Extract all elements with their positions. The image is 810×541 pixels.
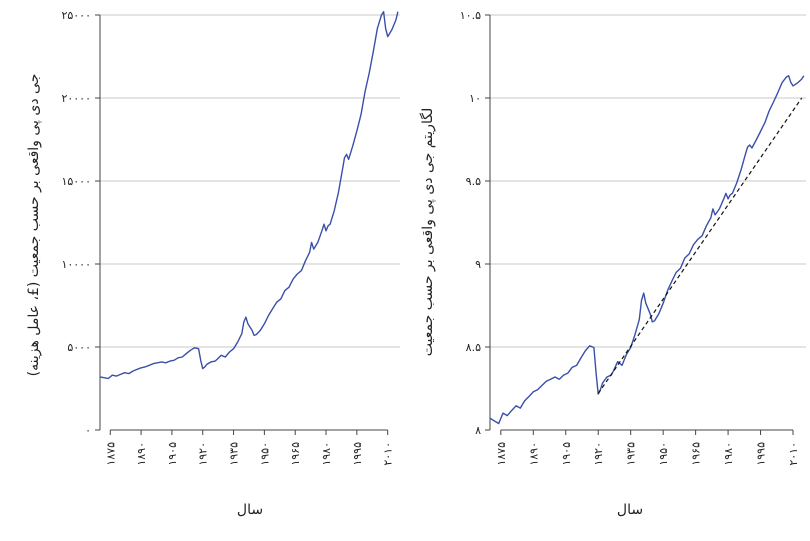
y-axis-title: لگاریتم جی دی پی واقعی بر حسب جمعیت bbox=[419, 108, 436, 356]
x-tick-label: ۱۸۷۵ bbox=[495, 442, 508, 466]
y-tick-label: ۲۵۰۰۰ bbox=[61, 9, 91, 22]
y-tick-label: ۱۰ bbox=[469, 92, 481, 105]
y-tick-label: ۰ bbox=[85, 424, 91, 437]
x-tick-label: ۱۹۳۵ bbox=[625, 442, 638, 466]
x-tick-label: ۱۹۸۰ bbox=[722, 442, 735, 466]
series-line bbox=[489, 75, 805, 425]
y-tick-label: ۹.۵ bbox=[466, 175, 481, 188]
y-tick-label: ۹ bbox=[475, 258, 481, 271]
x-tick-label: ۱۹۲۰ bbox=[592, 442, 605, 466]
y-tick-label: ۱۵۰۰۰ bbox=[61, 175, 91, 188]
x-tick-label: ۱۸۹۰ bbox=[135, 442, 148, 466]
x-axis-title: سال bbox=[617, 502, 643, 518]
x-tick-label: ۲۰۱۰ bbox=[382, 442, 395, 466]
x-tick-label: ۱۹۹۵ bbox=[755, 442, 768, 466]
x-tick-label: ۱۹۵۰ bbox=[258, 442, 271, 466]
x-axis-title: سال bbox=[237, 502, 263, 518]
y-tick-label: ۲۰۰۰۰ bbox=[61, 92, 91, 105]
x-tick-label: ۱۹۵۰ bbox=[657, 442, 670, 466]
x-tick-label: ۱۹۳۵ bbox=[228, 442, 241, 466]
trend-line bbox=[597, 97, 803, 394]
y-tick-label: ۱۰۰۰۰ bbox=[61, 258, 91, 271]
y-tick-label: ۱۰.۵ bbox=[460, 9, 481, 22]
x-tick-label: ۱۸۷۵ bbox=[104, 442, 117, 466]
series-line bbox=[99, 10, 399, 380]
y-tick-label: ۸.۵ bbox=[466, 341, 481, 354]
x-tick-label: ۱۹۶۵ bbox=[690, 442, 703, 466]
x-tick-label: ۱۹۸۰ bbox=[320, 442, 333, 466]
panel-level-gdp: ۰ ۵۰۰۰ ۱۰۰۰۰ ۱۵۰۰۰ ۲۰۰۰۰ ۲۵۰۰۰ ۱۸۷۵ ۱۸۹۰ ۱۹۰۵ ۱۹۲… bbox=[26, 9, 400, 518]
panel-log-gdp: ۸ ۸.۵ ۹ ۹.۵ ۱۰ ۱۰.۵ ۱۸۷۵ ۱۸۹۰ ۱۹۰۵ ۱۹۲۰ ۱۹۳۵ ۱۹۵۰ ۱۹… bbox=[419, 9, 806, 518]
x-tick-label: ۱۹۹۵ bbox=[351, 442, 364, 466]
y-tick-label: ۸ bbox=[475, 424, 481, 437]
x-tick-label: ۱۸۹۰ bbox=[527, 442, 540, 466]
x-tick-label: ۱۹۰۵ bbox=[166, 442, 179, 466]
y-tick-label: ۵۰۰۰ bbox=[67, 341, 91, 354]
x-tick-label: ۱۹۰۵ bbox=[560, 442, 573, 466]
x-tick-label: ۲۰۱۰ bbox=[787, 442, 800, 466]
y-axis-title: جی دی پی واقعی بر حسب جمعیت (£، عامل هزی… bbox=[26, 74, 42, 377]
x-tick-label: ۱۹۲۰ bbox=[197, 442, 210, 466]
x-tick-label: ۱۹۶۵ bbox=[289, 442, 302, 466]
